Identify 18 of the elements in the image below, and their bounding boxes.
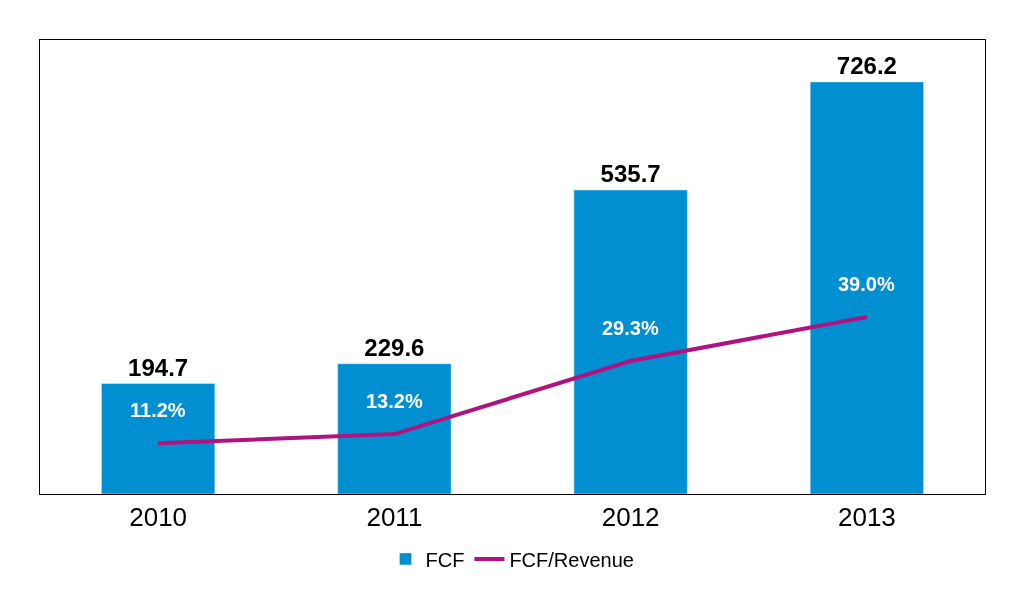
x-tick-label: 2012 <box>601 502 660 533</box>
x-tick-label: 2010 <box>129 502 188 533</box>
bar <box>101 383 216 494</box>
data-label: 13.2% <box>366 390 423 412</box>
data-label: 535.7 <box>600 159 661 187</box>
bar <box>573 189 688 494</box>
legend-label: FCF <box>425 548 465 571</box>
data-label: 39.0% <box>838 273 895 295</box>
bar <box>337 363 452 494</box>
x-tick-label: 2011 <box>366 502 423 533</box>
data-label: 229.6 <box>364 333 425 361</box>
x-tick-label: 2013 <box>837 502 896 533</box>
legend-label: FCF/Revenue <box>509 548 634 571</box>
data-label: 29.3% <box>602 317 659 339</box>
data-label: 194.7 <box>128 353 189 381</box>
data-label: 11.2% <box>130 399 186 421</box>
bar <box>809 81 924 494</box>
data-label: 726.2 <box>836 51 897 79</box>
